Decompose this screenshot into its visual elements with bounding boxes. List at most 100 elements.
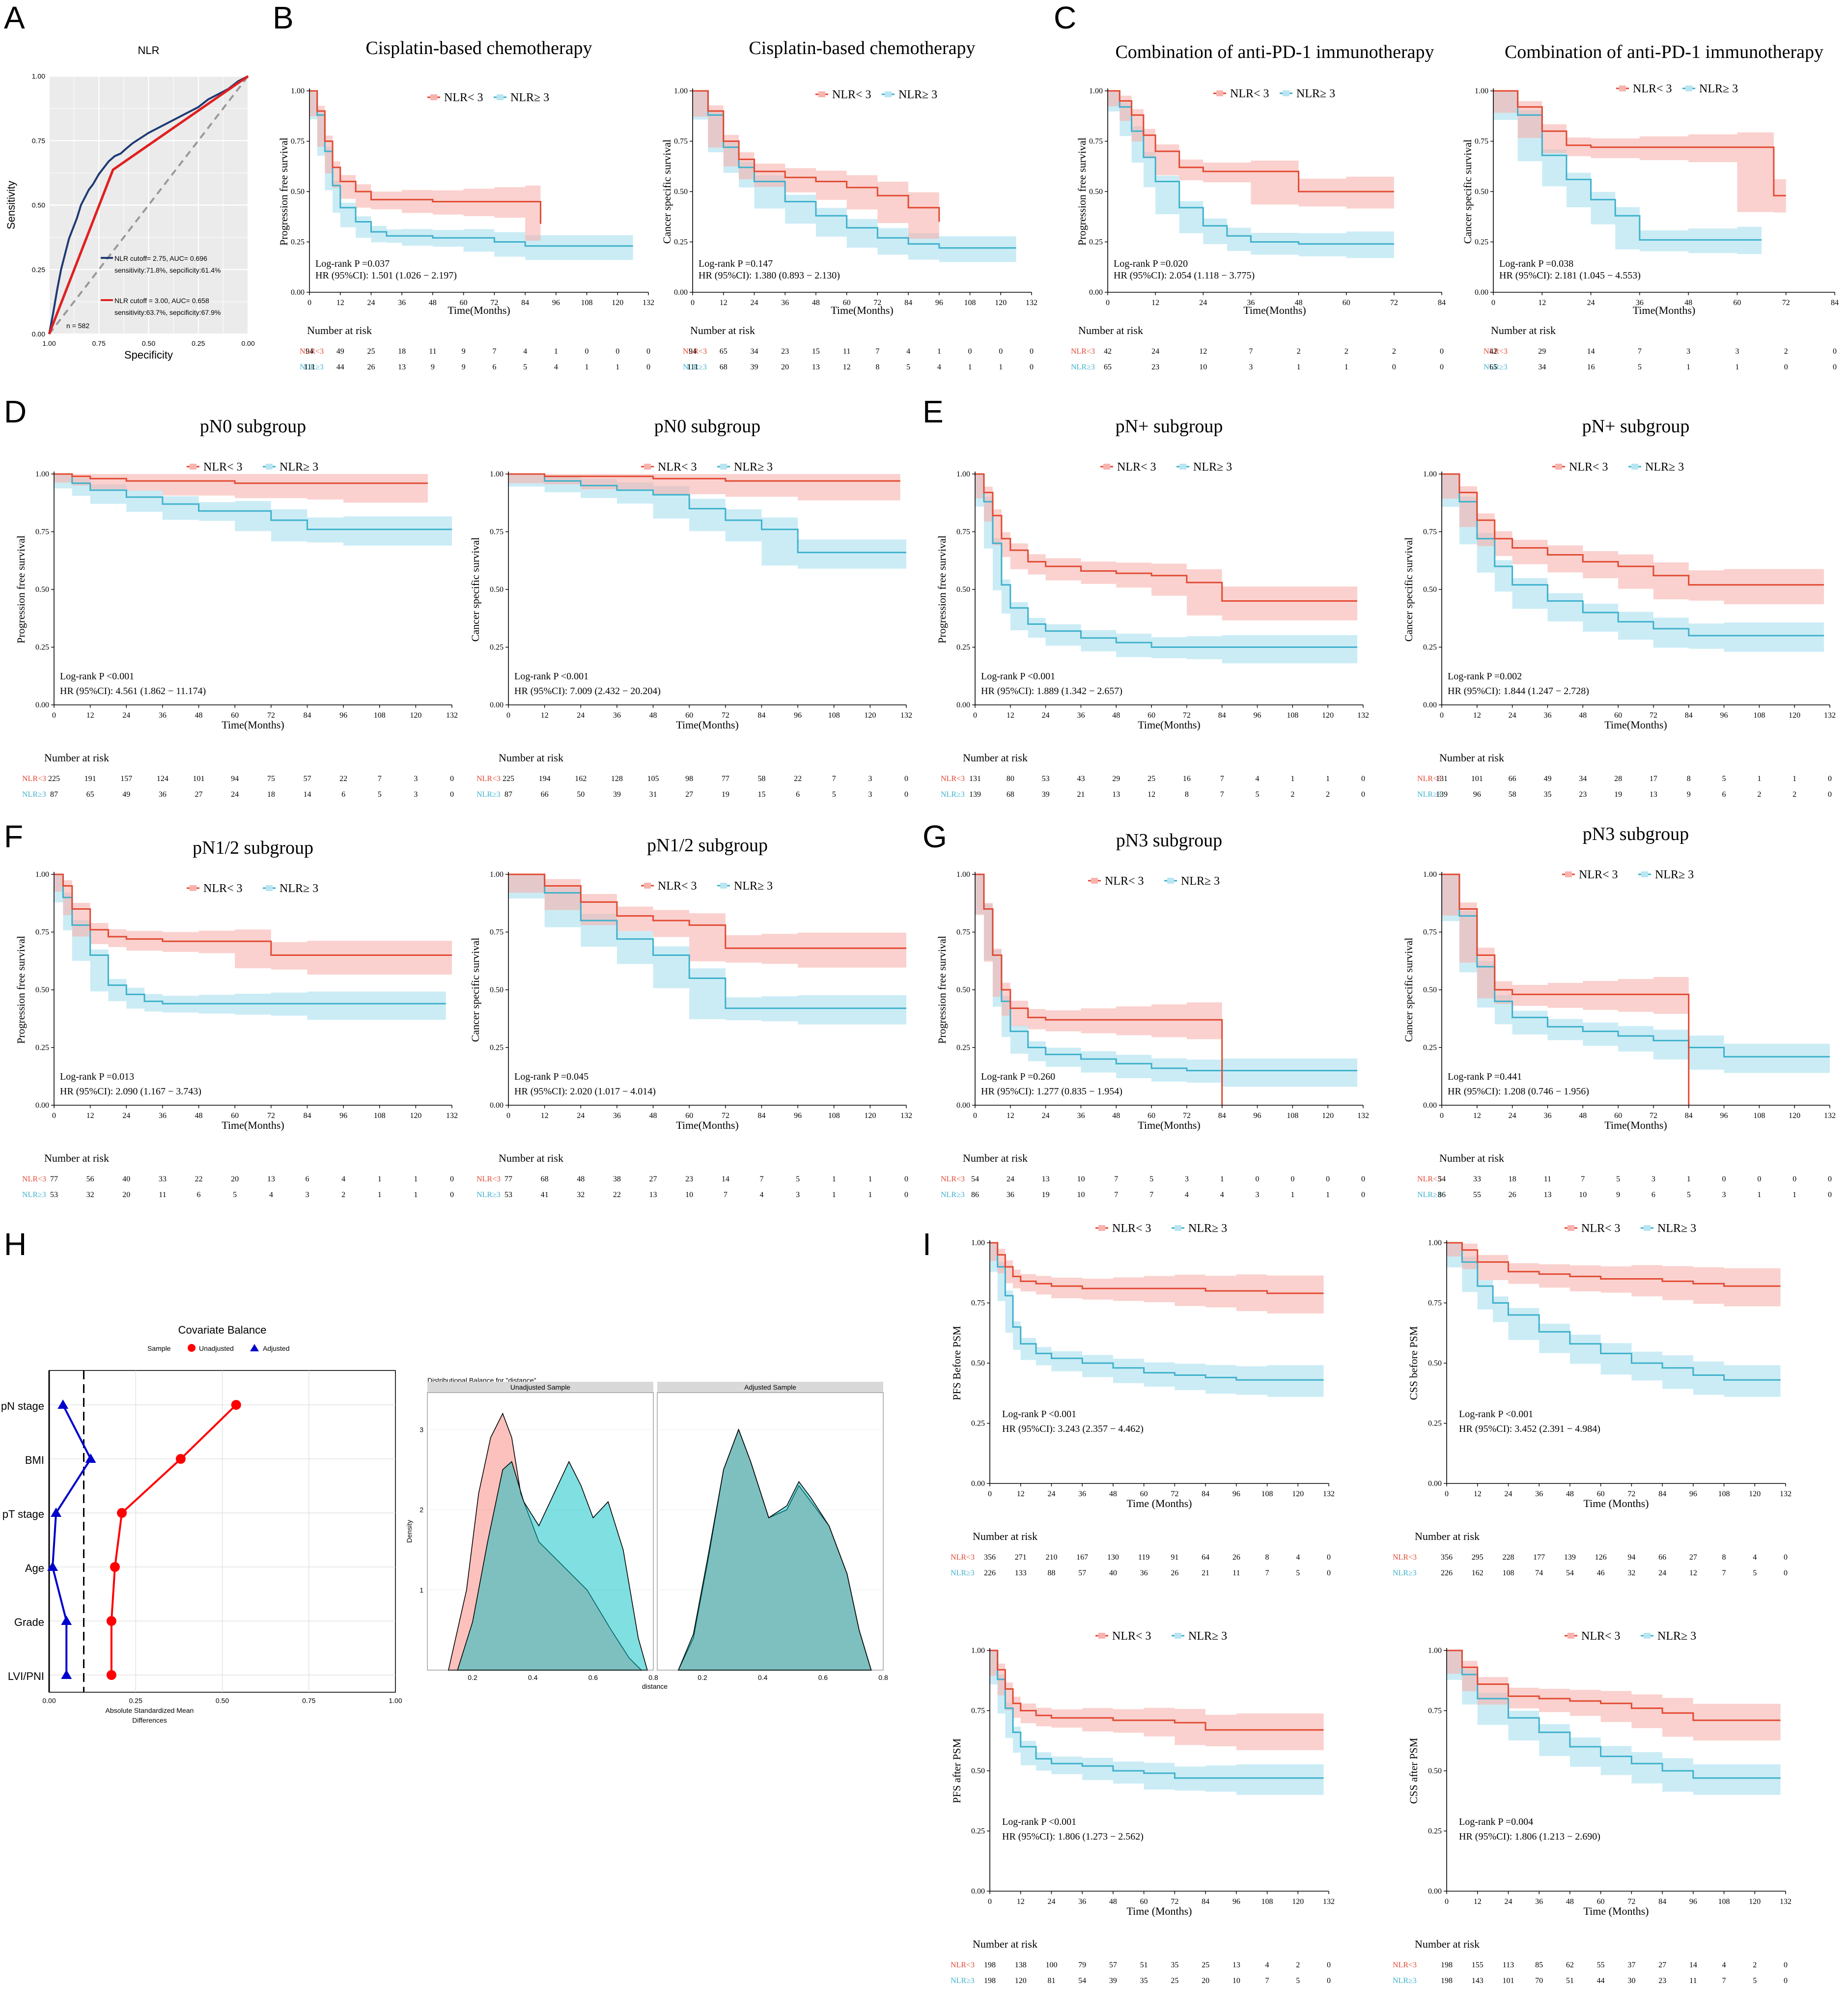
ci-band-b xyxy=(990,1650,1324,1795)
risk-count-b: 0 xyxy=(904,790,908,799)
risk-count-a: 3 xyxy=(1686,347,1690,356)
risk-count-a: 2 xyxy=(1784,347,1788,356)
legend-swatch-a-fill xyxy=(1619,85,1626,91)
risk-count-b: 10 xyxy=(1077,1191,1085,1199)
risk-count-a: 85 xyxy=(1535,1961,1543,1969)
risk-count-b: 30 xyxy=(1627,1977,1635,1985)
risk-count-b: 20 xyxy=(781,363,789,371)
risk-count-b: 87 xyxy=(50,790,58,799)
risk-count-b: 1 xyxy=(616,363,619,371)
x-tick-label: 0 xyxy=(1445,1898,1449,1906)
y-tick-label: 0.50 xyxy=(674,188,688,196)
km-plot-g2: pN3 subgroup NLR< 3 NLR≥ 3 0.00 0.25 0.50 0.75… xyxy=(1402,824,1836,1199)
legend-swatch-a-fill xyxy=(644,464,651,470)
risk-count-b: 120 xyxy=(1015,1977,1027,1985)
legend-swatch-b-fill xyxy=(1685,85,1692,91)
roc-legend-1: NLR cutoff= 2.75, AUC= 0.696 xyxy=(114,254,207,262)
y-axis-label: CSS before PSM xyxy=(1407,1326,1420,1400)
y-axis-label: Progression free survival xyxy=(15,936,27,1044)
x-tick-label: 120 xyxy=(864,1112,876,1120)
y-tick-label: 0.00 xyxy=(1475,288,1488,297)
legend-label-a: NLR< 3 xyxy=(1579,868,1618,881)
risk-count-b: 198 xyxy=(1441,1977,1453,1985)
risk-count-b: 74 xyxy=(1535,1569,1543,1577)
risk-count-a: 48 xyxy=(577,1175,585,1183)
risk-count-b: 65 xyxy=(1489,363,1497,371)
km-legend: NLR< 3 NLR≥ 3 xyxy=(1565,1222,1696,1235)
logrank-p: Log-rank P =0.260 xyxy=(981,1071,1055,1082)
km-title: pN+ subgroup xyxy=(1582,416,1690,437)
risk-count-b: 39 xyxy=(1109,1977,1117,1985)
risk-count-b: 49 xyxy=(122,790,130,799)
x-tick-label: 132 xyxy=(1357,1112,1369,1120)
y-tick-label: 0.25 xyxy=(35,1044,49,1052)
x-axis-label: Time (Months) xyxy=(1583,1497,1649,1509)
risk-count-a: 10 xyxy=(1077,1175,1085,1183)
risk-count-a: 1 xyxy=(868,1175,872,1183)
risk-header: Number at risk xyxy=(499,1152,563,1164)
x-tick-label: 60 xyxy=(231,1112,239,1120)
risk-label-b: NLR≥3 xyxy=(941,790,965,799)
risk-count-a: 77 xyxy=(722,775,729,783)
risk-count-a: 4 xyxy=(1296,1553,1300,1562)
y-tick-label: 0.00 xyxy=(971,1480,985,1488)
x-tick-label: 108 xyxy=(374,1112,386,1120)
legend-label-a: NLR< 3 xyxy=(1569,461,1608,474)
hazard-ratio: HR (95%CI): 1.277 (0.835 − 1.954) xyxy=(981,1086,1122,1097)
legend-label-b: NLR≥ 3 xyxy=(280,882,318,895)
y-tick-label: 1.00 xyxy=(1428,1239,1442,1247)
risk-count-b: 23 xyxy=(1151,363,1159,371)
x-tick-label: 84 xyxy=(1202,1898,1209,1906)
risk-header: Number at risk xyxy=(1078,324,1143,336)
risk-count-a: 17 xyxy=(1650,775,1657,783)
cov-point-adjusted xyxy=(57,1399,69,1409)
risk-label-a: NLR<3 xyxy=(1417,1175,1441,1183)
risk-count-b: 4 xyxy=(1185,1191,1189,1199)
risk-count-b: 1 xyxy=(1735,363,1739,371)
x-axis-label: Time(Months) xyxy=(676,719,739,731)
x-tick-label: 60 xyxy=(1148,711,1155,720)
hazard-ratio: HR (95%CI): 4.561 (1.862 − 11.174) xyxy=(60,686,206,697)
y-axis-label: PFS after PSM xyxy=(951,1738,963,1803)
y-tick-label: 0.00 xyxy=(1428,1480,1442,1488)
legend-label-b: NLR≥ 3 xyxy=(1181,875,1220,888)
x-tick-label: 12 xyxy=(1151,299,1159,307)
x-axis-label: Time(Months) xyxy=(676,1119,739,1131)
ci-band-a xyxy=(1493,91,1786,213)
risk-count-b: 66 xyxy=(541,790,549,799)
risk-count-a: 0 xyxy=(1828,1175,1832,1183)
legend-label-a: NLR< 3 xyxy=(1112,1630,1151,1643)
risk-count-b: 0 xyxy=(450,790,454,799)
risk-label-b: NLR≥3 xyxy=(951,1977,975,1985)
roc-x-tick: 0.25 xyxy=(192,339,205,347)
logrank-p: Log-rank P =0.004 xyxy=(1459,1816,1533,1827)
legend-swatch-a-fill xyxy=(430,94,437,100)
risk-count-b: 13 xyxy=(1112,790,1120,799)
risk-count-a: 34 xyxy=(1579,775,1587,783)
x-tick-label: 36 xyxy=(1543,1112,1551,1120)
legend-swatch-a-fill xyxy=(190,464,196,470)
y-axis-label: CSS after PSM xyxy=(1407,1738,1420,1804)
dist-strip-label: Unadjusted Sample xyxy=(510,1383,570,1391)
risk-count-a: 8 xyxy=(1722,1553,1726,1562)
x-tick-label: 0 xyxy=(973,711,977,720)
x-tick-label: 120 xyxy=(1789,711,1800,720)
x-tick-label: 108 xyxy=(581,299,593,307)
y-tick-label: 0.75 xyxy=(971,1707,985,1715)
x-tick-label: 24 xyxy=(1504,1898,1512,1906)
legend-swatch-a-fill xyxy=(1216,90,1223,96)
x-tick-label: 36 xyxy=(1535,1898,1543,1906)
y-tick-label: 0.75 xyxy=(490,528,504,536)
risk-count-a: 0 xyxy=(1784,1553,1788,1562)
km-plot-i1: NLR< 3 NLR≥ 3 0.00 0.25 0.50 0.75 1.00 0 12 24 36 4… xyxy=(951,1222,1335,1577)
y-tick-label: 1.00 xyxy=(971,1239,985,1247)
roc-plot: NLR 0.00 0.25 0.50 0.75 1.00 1.00 0.75 0.50 0.25 0… xyxy=(5,44,255,361)
cov-x-tick: 0.25 xyxy=(129,1697,142,1705)
ci-band-a xyxy=(1108,91,1394,209)
x-tick-label: 108 xyxy=(828,711,840,720)
y-tick-label: 0.50 xyxy=(35,986,49,994)
risk-count-a: 7 xyxy=(875,347,879,356)
risk-count-a: 25 xyxy=(1202,1961,1209,1969)
